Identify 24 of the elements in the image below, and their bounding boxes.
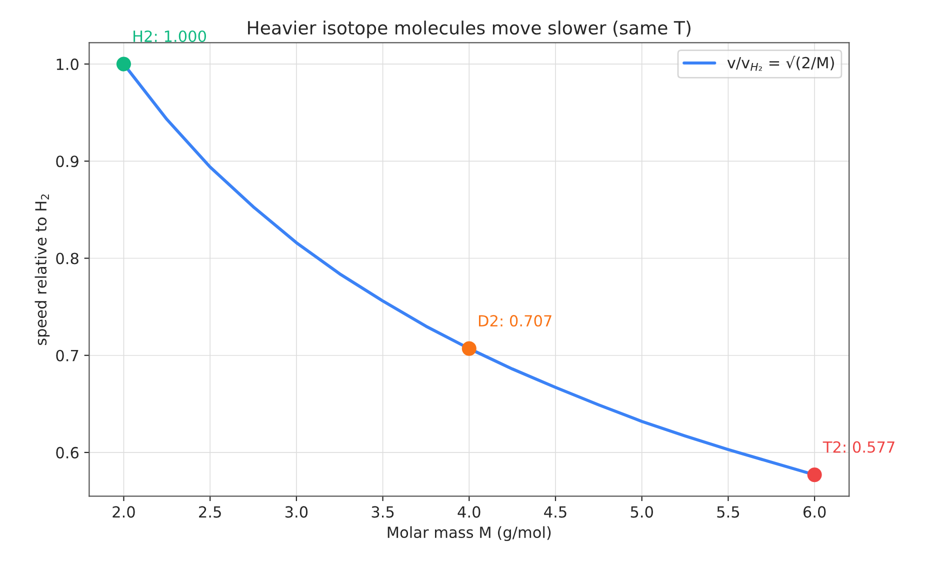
x-tick-label: 2.0 xyxy=(112,506,135,518)
x-tick-label: 4.0 xyxy=(458,506,480,518)
y-tick-label: 0.7 xyxy=(56,350,78,362)
x-tick-label: 4.5 xyxy=(544,506,566,518)
x-axis-title: Molar mass M (g/mol) xyxy=(388,526,551,542)
annotation: H2: 1.000 xyxy=(134,30,206,42)
point xyxy=(807,468,822,482)
y-tick-label: 0.6 xyxy=(56,446,78,458)
x-tick-label: 5.0 xyxy=(630,506,653,518)
x-tick-label: 6.0 xyxy=(803,506,826,518)
y-tick-label: 0.9 xyxy=(56,156,78,168)
x-tick-label: 5.5 xyxy=(717,506,740,518)
chart-title: Heavier isotope molecules move slower (same T) xyxy=(248,20,690,38)
point xyxy=(116,56,132,72)
x-tick-label: 2.5 xyxy=(199,506,221,518)
y-tick-label: 0.8 xyxy=(56,252,78,264)
annotation: D2: 0.707 xyxy=(478,315,552,327)
legend-label: v/v$_{H₂}$ = √(2/M) xyxy=(727,56,834,71)
point xyxy=(462,341,476,356)
y-axis-title: speed relative to H$_{2}$ xyxy=(34,194,50,346)
x-tick-label: 3.5 xyxy=(372,506,394,518)
annotation: T2: 0.577 xyxy=(822,441,894,453)
y-tick-label: 1.0 xyxy=(56,58,78,70)
x-tick-label: 3.0 xyxy=(285,506,308,518)
